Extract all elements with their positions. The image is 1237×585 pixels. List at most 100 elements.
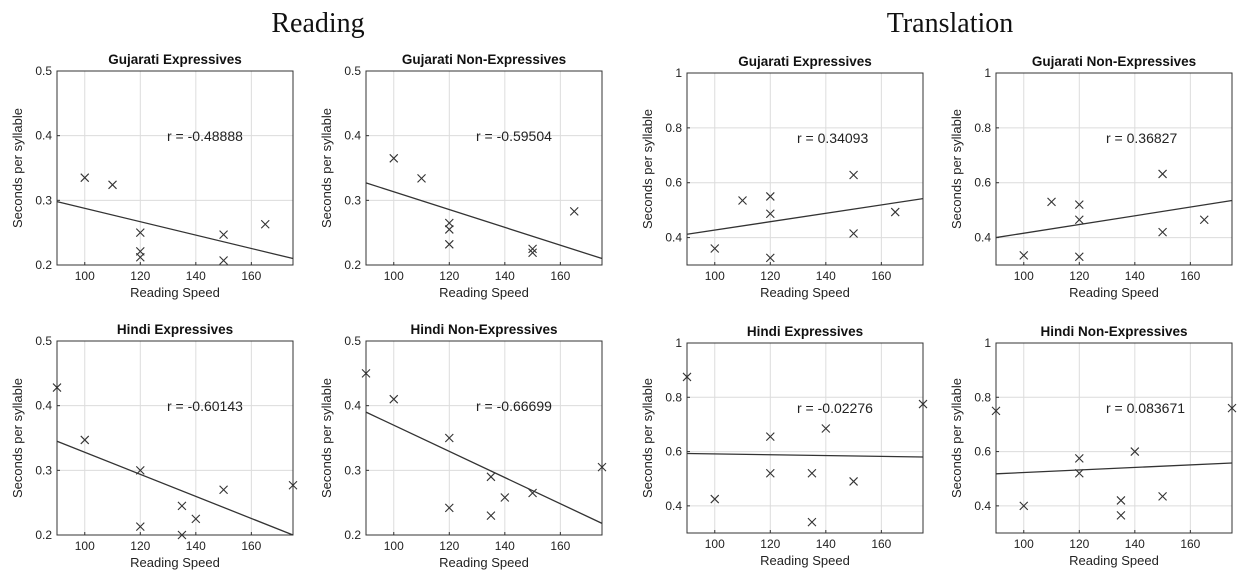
y-tick-label: 0.2 (344, 528, 361, 542)
y-axis-label: Seconds per syllable (949, 109, 964, 229)
x-tick-label: 120 (760, 537, 780, 551)
y-tick-label: 0.2 (35, 528, 52, 542)
x-tick-label: 140 (186, 539, 206, 553)
y-axis-label: Seconds per syllable (319, 108, 334, 228)
plot-border (995, 72, 1233, 266)
x-tick-label: 120 (130, 269, 150, 283)
data-point (1130, 447, 1140, 456)
data-point (389, 153, 399, 163)
chart-panel: 100 120 140 160 0.4 0.6 0.8 1 Gujarati Non-Expre… (949, 54, 1233, 300)
group-title-translation: Translation (887, 8, 1014, 39)
y-axis-label: Seconds per syllable (949, 378, 964, 498)
data-point (528, 244, 537, 254)
fit-line (995, 462, 1233, 475)
y-tick-label: 0.4 (974, 231, 991, 245)
fit-line (995, 199, 1233, 239)
data-point (1227, 403, 1237, 413)
data-point (444, 239, 454, 249)
chart-panels: 100 120 140 160 0.2 0.3 0.4 0.5 Gujarati Express… (10, 52, 1237, 570)
correlation-annotation: r = -0.66699 (476, 398, 552, 414)
y-tick-label: 1 (675, 336, 682, 350)
data-point (1158, 491, 1167, 501)
data-point (135, 465, 145, 475)
data-point (1199, 215, 1209, 225)
data-point (389, 394, 399, 404)
data-point (135, 228, 145, 238)
plot-frame (56, 70, 294, 266)
y-tick-label: 0.4 (35, 399, 52, 413)
x-axis-label: Reading Speed (1069, 553, 1159, 568)
data-point (361, 368, 371, 378)
x-tick-label: 100 (384, 269, 404, 283)
data-point (135, 252, 145, 262)
x-tick-label: 140 (1125, 537, 1145, 551)
y-tick-label: 0.4 (665, 499, 682, 513)
chart-panel: 100 120 140 160 0.4 0.6 0.8 1 Hindi Non-Expressi… (949, 324, 1237, 568)
data-point (108, 180, 117, 190)
data-point (80, 435, 90, 445)
correlation-annotation: r = 0.36827 (1106, 130, 1177, 146)
x-axis-label: Reading Speed (760, 553, 850, 568)
data-point (191, 514, 201, 524)
y-tick-label: 0.4 (344, 399, 361, 413)
x-tick-label: 160 (1180, 269, 1200, 283)
x-axis-label: Reading Speed (1069, 285, 1159, 300)
y-tick-label: 0.4 (974, 499, 991, 513)
x-tick-label: 100 (384, 539, 404, 553)
x-tick-label: 100 (75, 269, 95, 283)
y-axis-label: Seconds per syllable (640, 378, 655, 498)
data-point (991, 406, 1001, 416)
x-tick-label: 140 (495, 539, 515, 553)
fit-line (686, 197, 924, 235)
data-point (260, 219, 270, 229)
y-tick-label: 0.8 (974, 121, 991, 135)
data-point (1116, 496, 1126, 505)
data-point (597, 462, 607, 472)
data-point (765, 192, 775, 201)
y-tick-label: 0.3 (35, 463, 52, 477)
data-point (528, 248, 537, 258)
x-tick-label: 120 (760, 269, 780, 283)
y-tick-label: 0.3 (35, 193, 52, 207)
y-tick-label: 0.6 (974, 176, 991, 190)
data-point (849, 477, 858, 486)
panel-title: Gujarati Non-Expressives (402, 52, 566, 67)
data-point (1158, 227, 1167, 237)
x-axis-label: Reading Speed (130, 555, 220, 570)
data-point (738, 196, 747, 205)
panel-title: Hindi Non-Expressives (1040, 324, 1187, 339)
data-point (444, 218, 454, 228)
plot-frame (686, 342, 924, 534)
data-point (219, 230, 228, 239)
plot-frame (56, 340, 294, 536)
data-point (569, 206, 579, 216)
data-point (219, 485, 228, 495)
x-axis-label: Reading Speed (760, 285, 850, 300)
data-point (1074, 215, 1084, 225)
y-tick-label: 0.8 (665, 121, 682, 135)
data-point (135, 522, 145, 531)
x-tick-label: 160 (550, 539, 570, 553)
data-point (765, 253, 775, 263)
x-tick-label: 140 (1125, 269, 1145, 283)
plot-border (686, 342, 924, 534)
x-axis-label: Reading Speed (439, 285, 529, 300)
data-point (1116, 510, 1126, 520)
correlation-annotation: r = -0.02276 (797, 400, 873, 416)
chart-panel: 100 120 140 160 0.2 0.3 0.4 0.5 Hindi Expressive… (10, 322, 298, 570)
chart-panel: 100 120 140 160 0.4 0.6 0.8 1 Hindi Expressives R… (640, 324, 928, 568)
data-point (710, 244, 720, 253)
plot-frame (365, 70, 603, 266)
data-point (849, 229, 858, 238)
fit-line (365, 182, 603, 260)
data-point (528, 488, 537, 498)
data-point (486, 511, 496, 520)
panel-title: Gujarati Expressives (738, 54, 872, 69)
data-point (486, 472, 496, 482)
data-point (177, 501, 187, 511)
y-tick-label: 1 (675, 66, 682, 80)
y-axis-label: Seconds per syllable (10, 108, 25, 228)
data-point (52, 383, 62, 392)
chart-panel: 100 120 140 160 0.4 0.6 0.8 1 Gujarati Expressiv… (640, 54, 924, 300)
